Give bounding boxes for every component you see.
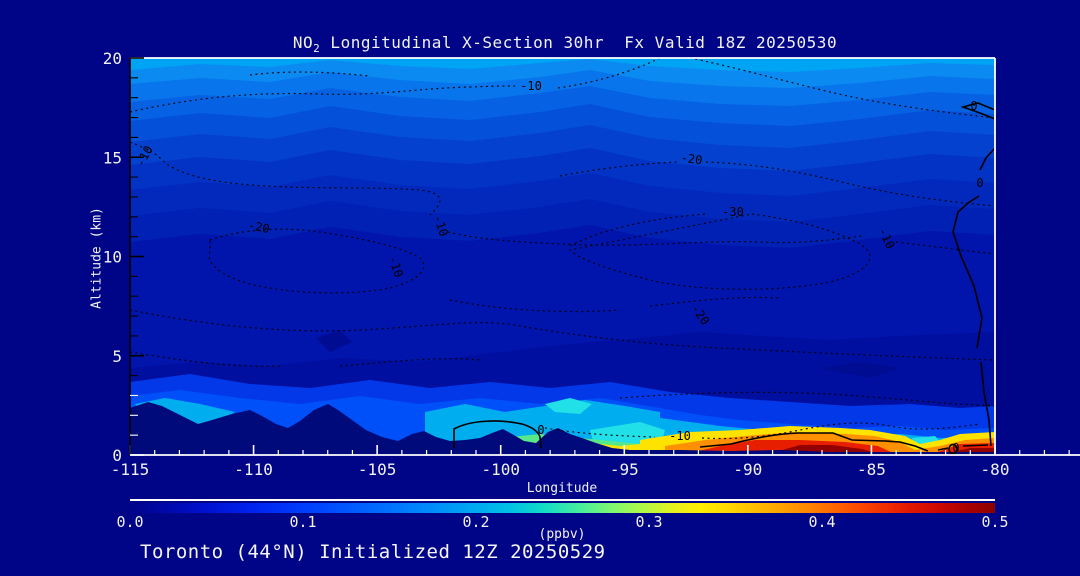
terrain-silhouette — [130, 402, 995, 455]
colorbar-units-label: (ppbv) — [538, 527, 586, 542]
dashed-contours — [129, 57, 996, 440]
contour-label: 0 — [952, 441, 959, 455]
x-tick-label: -110 — [234, 460, 273, 479]
contour-label: -20 — [680, 151, 703, 168]
colorbar-top-line — [130, 499, 995, 501]
dark-blob-right — [820, 362, 900, 378]
title-rest: Longitudinal X-Section 30hr Fx Valid 18Z… — [320, 33, 838, 52]
y-axis-label: Altitude (km) — [89, 207, 105, 309]
contour-label: -20 — [247, 218, 271, 236]
colorbar-tick-label: 0.1 — [289, 513, 316, 531]
y-tick-label: 5 — [112, 347, 122, 366]
x-tick-label: -85 — [857, 460, 886, 479]
x-tick-label: -105 — [358, 460, 397, 479]
x-axis-label: Longitude — [526, 481, 598, 496]
title-prefix: NO — [292, 33, 314, 52]
x-tick-label: -80 — [981, 460, 1010, 479]
colorbar-tick-label: 0.2 — [462, 513, 489, 531]
colorbar-tick-label: 0.0 — [116, 513, 143, 531]
contour-label: -10 — [431, 213, 451, 238]
x-tick-label: -100 — [481, 460, 520, 479]
init-annotation: Toronto (44°N) Initialized 12Z 20250529 — [140, 541, 606, 563]
solid-zero-contours — [453, 102, 996, 455]
x-tick-label: -115 — [111, 460, 150, 479]
contour-label: 0 — [976, 176, 983, 190]
colorbar-tick-label: 0.4 — [808, 513, 835, 531]
contour-label: -10 — [669, 429, 691, 443]
contour-label: -10 — [386, 254, 406, 279]
contour-label: -30 — [722, 205, 744, 219]
upper-blue-bands — [130, 59, 995, 252]
contour-label: -10 — [520, 79, 542, 93]
bright-cyan-spot-1 — [545, 398, 592, 414]
contour-label: 0 — [970, 99, 977, 113]
colorbar-gradient — [130, 503, 995, 513]
title-subscript: 2 — [313, 42, 321, 56]
y-tick-label: 15 — [103, 148, 122, 167]
colorbar-tick-label: 0.3 — [635, 513, 662, 531]
dark-blob-diamond — [316, 330, 352, 352]
contour-label: 0 — [537, 423, 544, 437]
plot-title: NO2 Longitudinal X-Section 30hr Fx Valid… — [50, 33, 1080, 55]
filled-contour-field — [130, 58, 995, 455]
x-tick-label: -90 — [733, 460, 762, 479]
axes-frame — [129, 57, 1080, 456]
y-tick-label: 10 — [103, 248, 122, 267]
darkred-surface-right — [948, 448, 995, 453]
y-tick-label: 20 — [103, 49, 122, 68]
x-tick-label: -95 — [610, 460, 639, 479]
colorbar-tick-label: 0.5 — [981, 513, 1008, 531]
y-tick-label: 0 — [112, 446, 122, 465]
